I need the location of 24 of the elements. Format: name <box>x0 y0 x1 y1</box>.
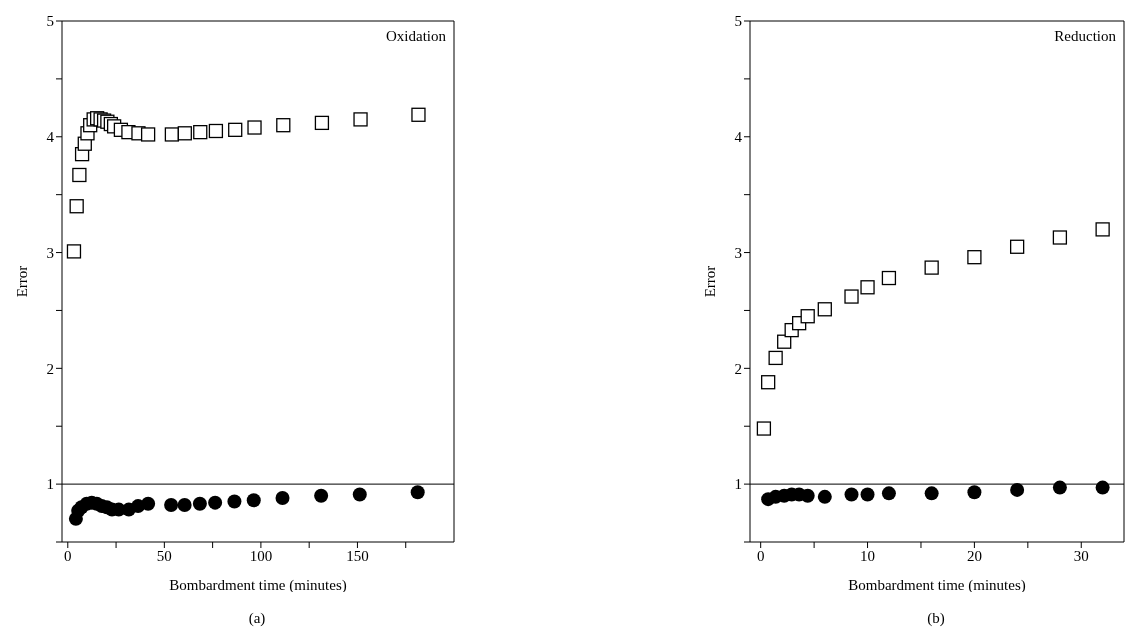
x-tick-label: 30 <box>1073 547 1089 564</box>
y-tick-label: 1 <box>734 476 742 493</box>
y-tick-label: 1 <box>46 476 54 493</box>
x-tick-label: 150 <box>346 547 369 564</box>
x-tick-label: 0 <box>756 547 765 564</box>
y-tick-label: 3 <box>734 244 742 261</box>
y-tick-label: 4 <box>46 129 55 146</box>
text: (a) <box>247 610 267 627</box>
y-tick-label: 4 <box>734 129 743 146</box>
x-tick-label: 0 <box>64 547 72 564</box>
y-tick-label: 5 <box>734 13 742 30</box>
y-tick-label: 5 <box>46 13 54 30</box>
x-tick-label: 50 <box>156 547 172 564</box>
x-tick-label: 100 <box>249 547 273 564</box>
y-tick-label: 3 <box>46 244 54 261</box>
y-tick-label: 2 <box>46 360 54 377</box>
y-axis-title: Error <box>14 265 31 298</box>
y-axis-title: Error <box>702 265 719 298</box>
y-tick-label: 2 <box>734 360 742 377</box>
x-tick-label: 20 <box>966 547 982 564</box>
annotation: Reduction <box>1054 28 1116 45</box>
text: (b) <box>926 610 946 627</box>
x-tick-label: 10 <box>860 547 876 564</box>
annotation: Oxidation <box>386 28 446 45</box>
